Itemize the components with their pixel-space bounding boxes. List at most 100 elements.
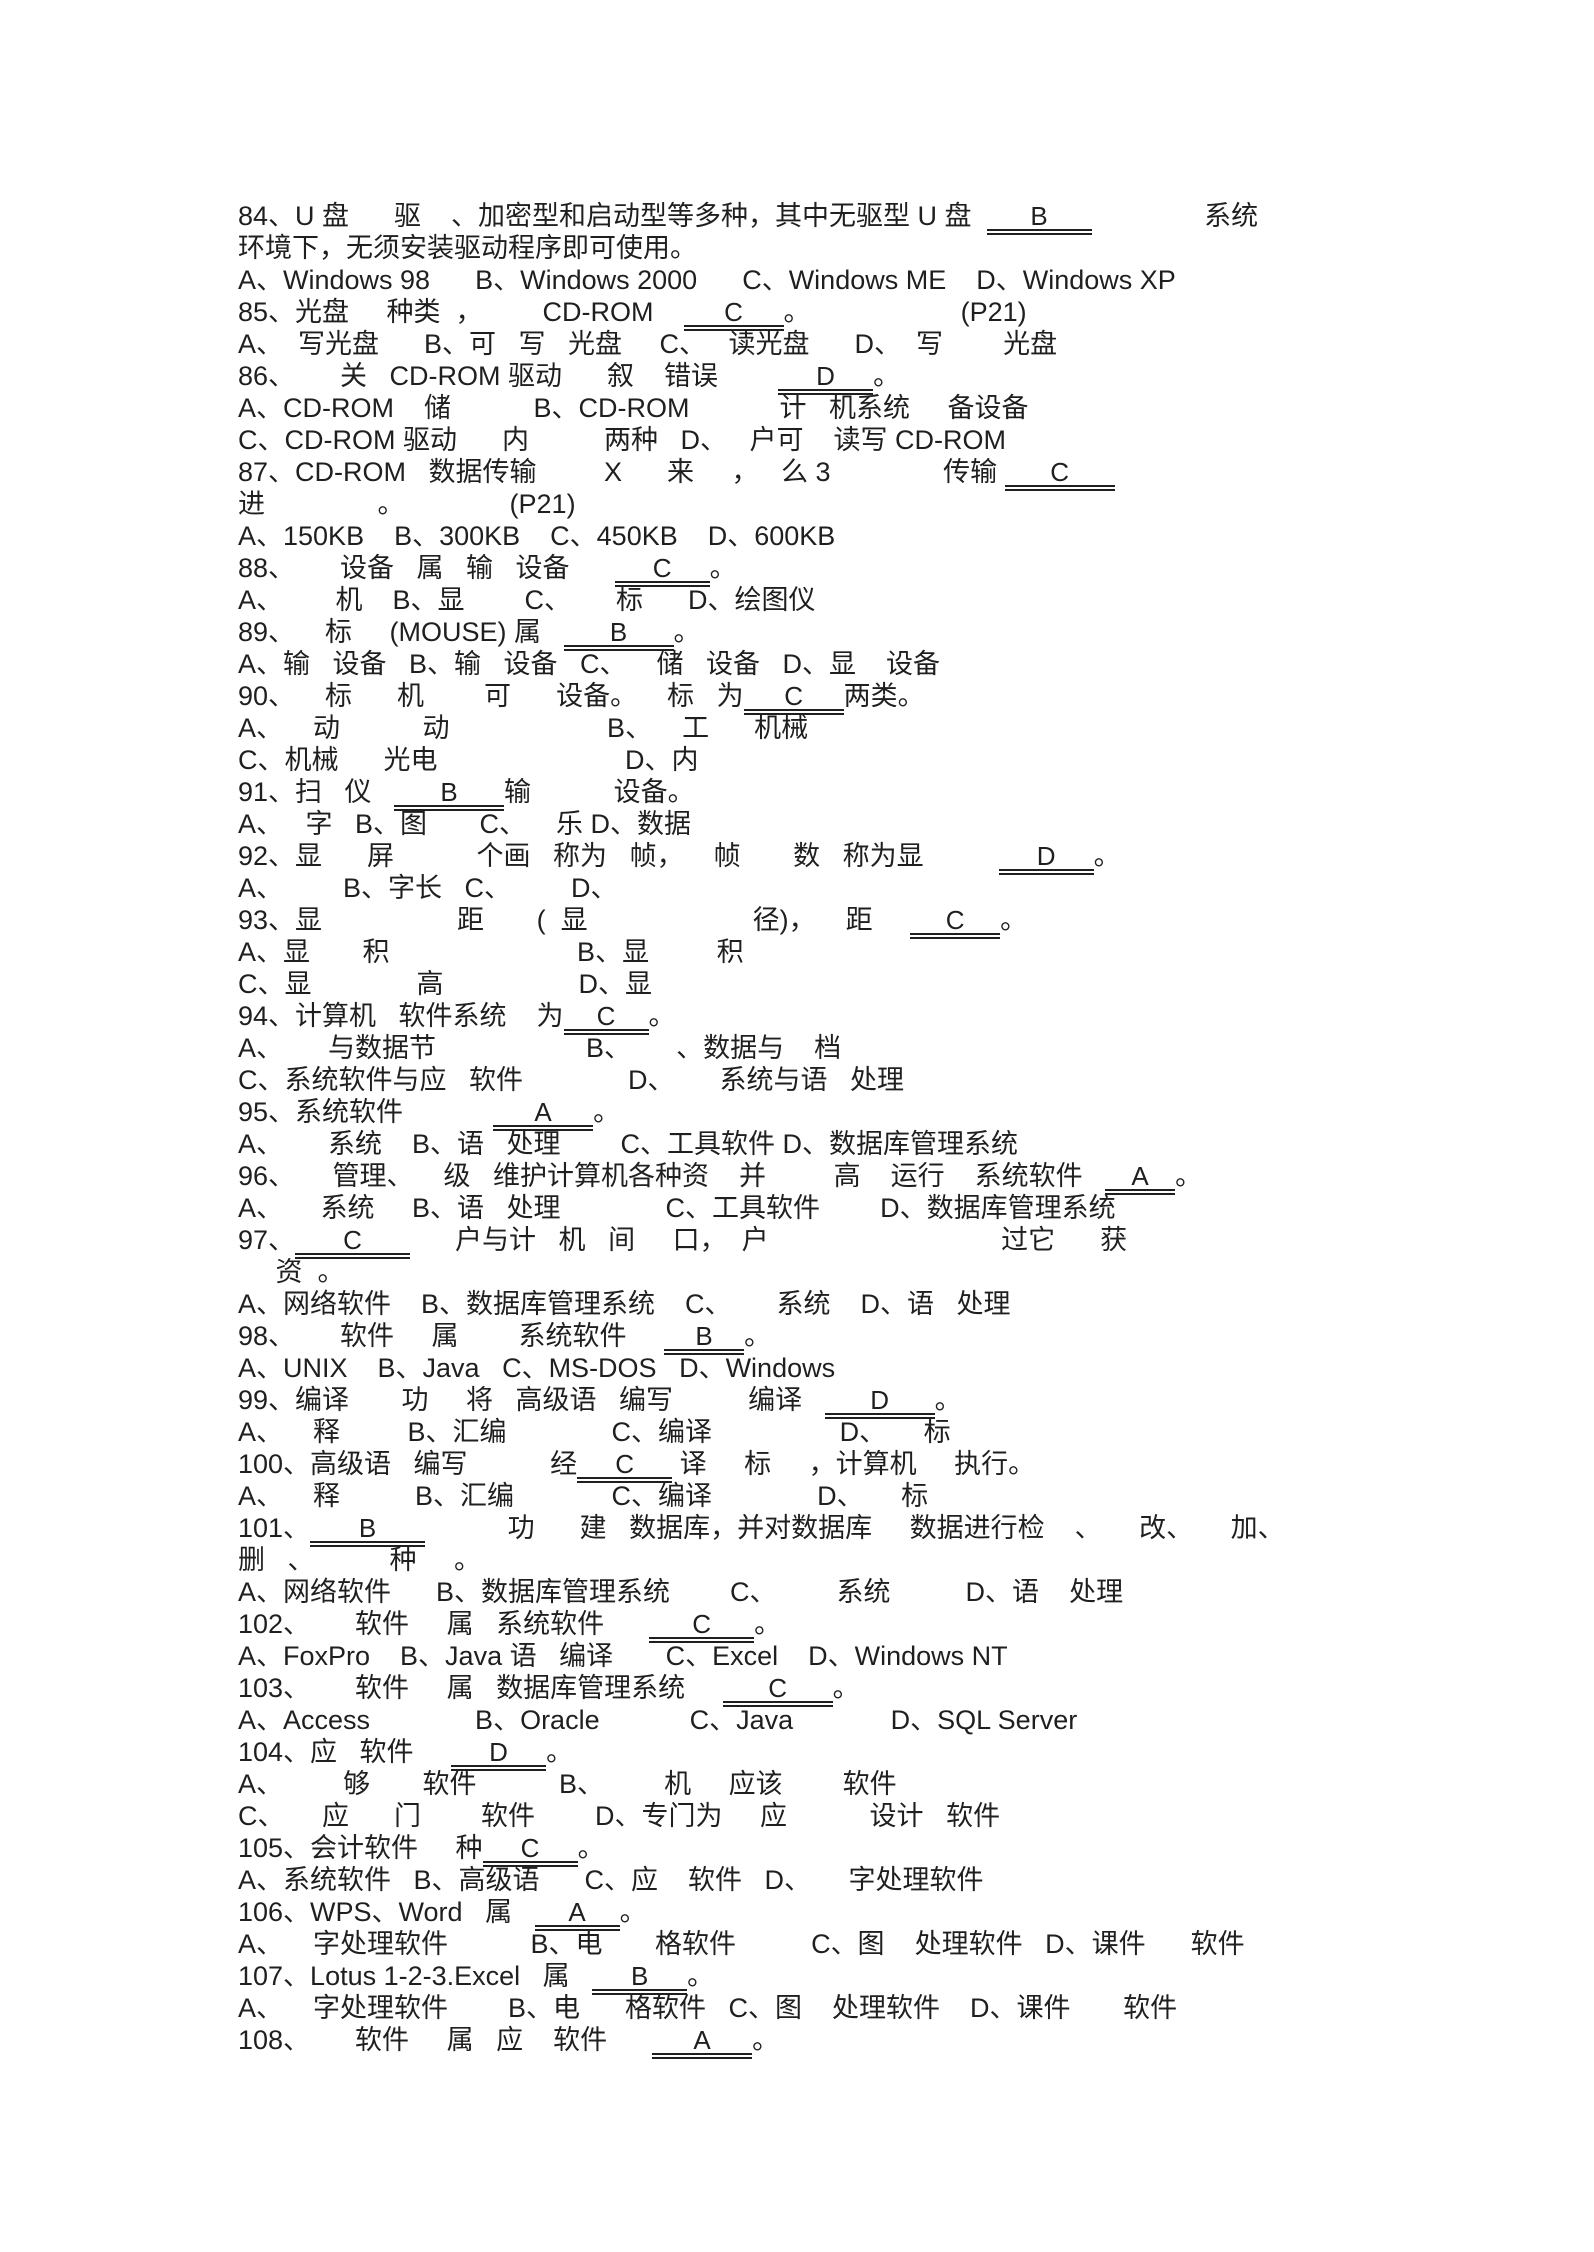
answer-blank: D [778,363,874,395]
document-line: A、 够 软件 B、 机 应该 软件 [238,1768,1554,1800]
line-text: A、Windows 98 B、Windows 2000 C、Windows ME… [238,265,1176,295]
line-text: 。 [934,1385,962,1415]
document-line: A、输 设备 B、输 设备 C、 储 设备 D、显 设备 [238,648,1554,680]
answer-blank: C [563,1003,649,1035]
document-line: 环境下，无须安装驱动程序即可使用。 [238,232,1554,264]
line-text: C、显 高 D、显 [238,969,653,999]
line-text: 。 [577,1833,605,1863]
line-text: 94、计算机 软件系统 为 [238,1001,564,1031]
line-text: 。 [619,1897,647,1927]
document-line: 106、WPS、Word 属 A。 [238,1896,1554,1931]
line-text: 93、显 距 ( 显 径)， 距 [238,905,911,935]
answer-blank: C [910,907,1001,939]
line-text: A、CD-ROM 储 B、CD-ROM 计 机系统 备设备 [238,393,1029,423]
answer-blank: B [310,1515,426,1547]
answer-blank: B [563,619,674,651]
document-line: 资 。 [238,1256,1554,1288]
document-line: A、 机 B、显 C、 标 D、绘图仪 [238,584,1554,616]
line-text: A、Access B、Oracle C、Java D、SQL Server [238,1705,1078,1735]
document-line: A、 字 B、图 C、 乐 D、数据 [238,808,1554,840]
document-line: A、CD-ROM 储 B、CD-ROM 计 机系统 备设备 [238,392,1554,424]
line-text: 。 [1175,1161,1203,1191]
line-text: 。 [648,1001,676,1031]
answer-blank: C [614,555,710,587]
line-text: 。 [546,1737,574,1767]
line-text: A、 写光盘 B、可 写 光盘 C、 读光盘 D、 写 光盘 [238,329,1058,359]
line-text: 107、Lotus 1-2-3.Excel 属 [238,1961,593,1991]
line-text: 。 [744,1321,772,1351]
answer-blank: A [493,1099,594,1131]
answer-blank: B [986,203,1092,235]
document-line: 92、显 屏 个画 称为 帧， 帧 数 称为显 D。 [238,840,1554,875]
answer-blank: A [534,1899,620,1931]
answer-blank: B [394,779,505,811]
line-text: 101、 [238,1513,311,1543]
document-line: A、 B、字长 C、 D、 [238,872,1554,904]
document-line: 104、应 软件 D。 [238,1736,1554,1771]
document-line: A、FoxPro B、Java 语 编译 C、Excel D、Windows N… [238,1640,1554,1672]
line-text: 删 、 种 。 [238,1545,482,1575]
line-text: 103、 软件 属 数据库管理系统 [238,1673,723,1703]
answer-blank: C [722,1675,833,1707]
line-text: 102、 软件 属 系统软件 [238,1609,650,1639]
line-text: A、 系统 B、语 处理 C、工具软件 D、数据库管理系统 [238,1129,1019,1159]
answer-blank: B [664,1323,745,1355]
document-line: 84、U 盘 驱 、加密型和启动型等多种，其中无驱型 U 盘 B 系统 [238,200,1554,235]
line-text: 。 [873,361,901,391]
line-text: A、 够 软件 B、 机 应该 软件 [238,1769,897,1799]
document-line: 102、 软件 属 系统软件 C。 [238,1608,1554,1643]
answer-blank: C [743,683,844,715]
document-line: A、 系统 B、语 处理 C、工具软件 D、数据库管理系统 [238,1192,1554,1224]
line-text: C、系统软件与应 软件 D、 系统与语 处理 [238,1065,905,1095]
line-text: A、 动 动 B、 工 机械 [238,713,809,743]
line-text: 95、系统软件 [238,1097,494,1127]
line-text: 。 [832,1673,860,1703]
line-text: 89、 标 (MOUSE) 属 [238,617,564,647]
line-text: 。 [754,1609,782,1639]
document-line: C、机械 光电 D、内 [238,744,1554,776]
line-text: A、 机 B、显 C、 标 D、绘图仪 [238,585,816,615]
line-text: 97、 [238,1225,296,1255]
document-line: A、UNIX B、Java C、MS-DOS D、Windows [238,1352,1554,1384]
document-line: C、CD-ROM 驱动 内 两种 D、 户可 读写 CD-ROM [238,424,1554,456]
answer-blank: C [683,299,784,331]
line-text: 。 (P21) [783,297,1027,327]
line-text: C、机械 光电 D、内 [238,745,699,775]
document-line: A、Windows 98 B、Windows 2000 C、Windows ME… [238,264,1554,296]
document-line: C、 应 门 软件 D、专门为 应 设计 软件 [238,1800,1554,1832]
line-text: 输 设备。 [504,777,695,807]
document-line: A、150KB B、300KB C、450KB D、600KB [238,520,1554,552]
line-text: 译 标 ，计算机 执行。 [672,1449,1036,1479]
line-text: A、 字处理软件 B、电 格软件 C、图 处理软件 D、课件 软件 [238,1993,1178,2023]
line-text: 84、U 盘 驱 、加密型和启动型等多种，其中无驱型 U 盘 [238,201,987,231]
line-text: 系统 [1091,201,1259,231]
answer-blank: C [1004,459,1115,491]
document-line: A、Access B、Oracle C、Java D、SQL Server [238,1704,1554,1736]
answer-blank: D [451,1739,547,1771]
document-line: 98、 软件 属 系统软件 B。 [238,1320,1554,1355]
line-text: 。 [752,2025,780,2055]
document-line: 删 、 种 。 [238,1544,1554,1576]
line-text: 。 [1093,841,1121,871]
line-text: 92、显 屏 个画 称为 帧， 帧 数 称为显 [238,841,999,871]
line-text: 。 [709,553,737,583]
document-line: 85、光盘 种类 ， CD-ROM C。 (P21) [238,296,1554,331]
document-line: A、 与数据节 B、 、数据与 档 [238,1032,1554,1064]
document-line: A、网络软件 B、数据库管理系统 C、 系统 D、语 处理 [238,1288,1554,1320]
document-line: A、显 积 B、显 积 [238,936,1554,968]
line-text: A、 释 B、汇编 C、编译 D、 标 [238,1481,929,1511]
answer-blank: D [824,1387,935,1419]
line-text: 105、会计软件 种 [238,1833,483,1863]
document-line: 101、 B 功 建 数据库，并对数据库 数据进行检 、 改、 加、 [238,1512,1554,1547]
document-line: 86、 关 CD-ROM 驱动 叙 错误 D。 [238,360,1554,395]
line-text: 104、应 软件 [238,1737,452,1767]
document-line: 94、计算机 软件系统 为 C。 [238,1000,1554,1035]
document-line: 93、显 距 ( 显 径)， 距 C。 [238,904,1554,939]
line-text: 96、 管理、 级 维护计算机各种资 并 高 运行 系统软件 [238,1161,1106,1191]
line-text: A、 B、字长 C、 D、 [238,873,618,903]
line-text: 86、 关 CD-ROM 驱动 叙 错误 [238,361,779,391]
line-text: 106、WPS、Word 属 [238,1897,535,1927]
line-text: 91、扫 仪 [238,777,395,807]
